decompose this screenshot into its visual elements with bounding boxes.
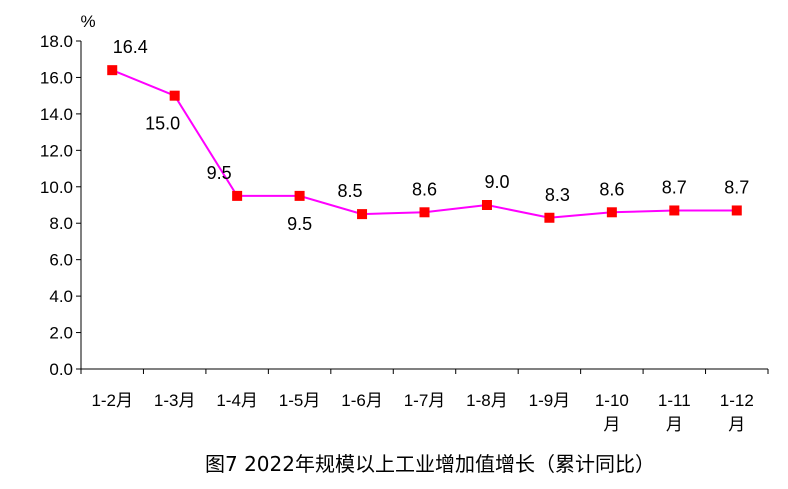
data-point [544, 212, 555, 223]
data-point [419, 207, 430, 218]
x-tick-label: 1-3月 [154, 391, 196, 410]
data-label: 9.5 [207, 163, 232, 183]
x-tick-label-line: 1-4月 [216, 391, 258, 410]
x-tick-label: 1-11 月 [658, 391, 691, 434]
data-point [357, 209, 368, 220]
x-tick-label: 1-10 月 [595, 391, 629, 434]
data-point [606, 207, 617, 218]
x-tick-label-line: 1-8月 [466, 391, 508, 410]
y-tick-label: 0.0 [49, 360, 73, 379]
x-tick-label-line: 月 [603, 415, 620, 434]
data-label: 15.0 [145, 114, 180, 134]
x-ticks: 1-2月 1-3月 1-4月 1-5月 1-6月 1-7月 1-8月 1-9月 1-10 月1-1… [80, 369, 769, 434]
y-tick-label: 2.0 [49, 324, 73, 343]
x-tick-label: 1-9月 [529, 391, 571, 410]
series-line [107, 65, 742, 223]
x-tick-label: 1-8月 [466, 391, 508, 410]
y-tick-label: 4.0 [49, 287, 73, 306]
y-tick-label: 10.0 [40, 178, 73, 197]
x-tick-label: 1-12 月 [720, 391, 754, 434]
x-tick-label-line: 月 [666, 415, 683, 434]
y-tick-label: 14.0 [40, 105, 73, 124]
x-tick-label: 1-4月 [216, 391, 258, 410]
x-tick-label: 1-6月 [341, 391, 383, 410]
y-axis-unit: % [80, 12, 95, 31]
data-label: 8.6 [599, 179, 624, 199]
y-ticks: 0.0 2.0 4.0 6.0 8.0 10.0 12.0 14.0 16.0 18.0 [40, 32, 81, 379]
x-tick-label-line: 1-9月 [529, 391, 571, 410]
data-point [731, 205, 742, 216]
x-tick-label: 1-7月 [404, 391, 446, 410]
x-tick-label-line: 月 [728, 415, 745, 434]
data-point [107, 65, 118, 76]
x-tick-label-line: 1-7月 [404, 391, 446, 410]
x-tick-label-line: 1-5月 [279, 391, 321, 410]
x-tick-label-line: 1-3月 [154, 391, 196, 410]
data-label: 9.5 [287, 214, 312, 234]
y-tick-label: 6.0 [49, 251, 73, 270]
x-tick-label-line: 1-12 [720, 391, 754, 410]
data-point [669, 205, 680, 216]
x-tick-label: 1-5月 [279, 391, 321, 410]
data-label: 16.4 [113, 37, 148, 57]
data-point [294, 190, 305, 201]
data-point [232, 190, 243, 201]
x-tick-label-line: 1-2月 [91, 391, 133, 410]
data-label: 9.0 [484, 172, 509, 192]
data-label: 8.3 [545, 185, 570, 205]
y-tick-label: 12.0 [40, 141, 73, 160]
data-point [481, 200, 492, 210]
data-label: 8.7 [724, 177, 749, 197]
chart-caption: 图7 2022年规模以上工业增加值增长（累计同比） [205, 452, 655, 476]
data-label: 8.5 [338, 181, 363, 201]
data-label: 8.7 [662, 177, 687, 197]
y-tick-label: 18.0 [40, 32, 73, 51]
x-tick-label-line: 1-10 [595, 391, 629, 410]
x-tick-label-line: 1-11 [658, 391, 691, 410]
data-labels: 16.4 15.0 9.5 9.5 8.5 8.6 9.0 8.3 8.6 8.7 8.7 [113, 37, 750, 234]
y-tick-label: 16.0 [40, 68, 73, 87]
y-tick-label: 8.0 [49, 214, 73, 233]
x-tick-label: 1-2月 [91, 391, 133, 410]
data-label: 8.6 [412, 179, 437, 199]
x-tick-label-line: 1-6月 [341, 391, 383, 410]
data-point [169, 90, 180, 101]
